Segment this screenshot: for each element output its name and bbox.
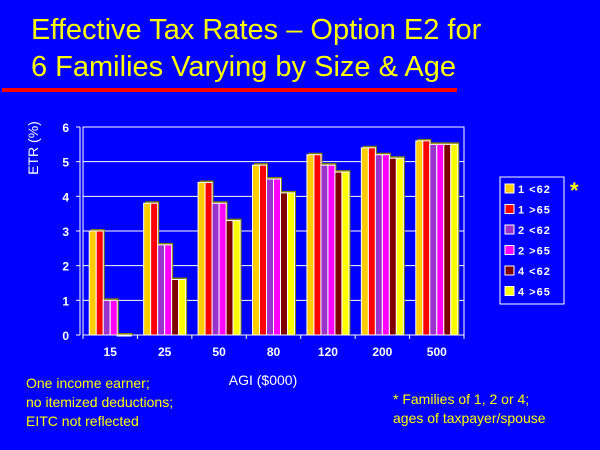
y-tick-label: 0 (62, 329, 69, 343)
chart-title: Effective Tax Rates – Option E2 for 6 Fa… (31, 12, 481, 86)
bar (381, 154, 390, 336)
bar (109, 299, 118, 336)
bar (116, 334, 125, 337)
x-tick-label: 50 (212, 345, 226, 359)
x-tick-label: 15 (104, 345, 118, 359)
bar (178, 279, 187, 336)
legend-label: 2 <62 (518, 225, 551, 237)
title-underline (2, 88, 457, 92)
bar (252, 164, 260, 336)
bar (320, 164, 329, 336)
legend-swatch (504, 183, 515, 194)
bar (341, 171, 350, 336)
bar (259, 164, 267, 336)
note-right-line: * Families of 1, 2 or 4; (393, 391, 530, 407)
bar (204, 181, 213, 336)
note-right: * Families of 1, 2 or 4; ages of taxpaye… (393, 390, 546, 428)
bar (171, 279, 180, 336)
x-tick-label: 120 (318, 345, 338, 359)
bar (450, 143, 459, 336)
x-tick-label: 500 (427, 345, 447, 359)
x-tick-label: 200 (372, 345, 392, 359)
bar (218, 202, 227, 336)
bar (395, 157, 404, 336)
bar (422, 140, 431, 336)
legend-swatch (504, 204, 515, 214)
bar (415, 140, 424, 336)
bar (443, 143, 452, 336)
bar (157, 244, 166, 336)
bar (211, 202, 220, 336)
bar-shadow (118, 333, 126, 335)
note-left-line: EITC not reflected (26, 413, 139, 429)
bar (266, 178, 274, 336)
bar (280, 192, 288, 336)
bar (360, 147, 369, 336)
y-axis-label: ETR (%) (25, 121, 41, 175)
bar (232, 220, 241, 336)
legend-swatch (504, 286, 515, 296)
note-left: One income earner; no itemized deduction… (26, 374, 173, 431)
legend-swatch (504, 245, 515, 255)
bar (123, 334, 132, 337)
bar (429, 143, 438, 336)
bar (150, 202, 159, 336)
note-left-line: One income earner; (26, 375, 150, 391)
legend-swatch (504, 265, 515, 276)
y-tick-label: 6 (62, 121, 69, 135)
bar (273, 178, 281, 336)
legend-label: 1 <62 (518, 184, 551, 196)
y-tick-label: 1 (62, 294, 69, 308)
x-tick-label: 25 (158, 345, 172, 359)
bar (334, 171, 343, 336)
bar (164, 244, 173, 336)
y-tick-label: 5 (62, 156, 69, 170)
bar (313, 154, 322, 336)
bar (88, 230, 97, 336)
legend-label: 1 >65 (518, 205, 551, 217)
bar (225, 220, 234, 336)
bar-shadow (125, 333, 133, 335)
title-line-2: 6 Families Varying by Size & Age (31, 51, 456, 83)
bar (306, 154, 315, 336)
bar (374, 154, 383, 336)
y-tick-label: 2 (62, 260, 69, 274)
bar (197, 181, 206, 336)
legend-swatch (504, 224, 515, 235)
bar (102, 299, 111, 336)
y-tick-label: 4 (62, 190, 69, 204)
bar (388, 157, 397, 336)
x-tick-label: 80 (267, 345, 281, 359)
legend-box (499, 176, 565, 305)
legend-label: 4 >65 (518, 287, 551, 299)
legend-label: 4 <62 (518, 266, 551, 278)
title-line-1: Effective Tax Rates – Option E2 for (31, 14, 482, 46)
bar (327, 164, 336, 336)
bar (367, 147, 376, 336)
bar (436, 143, 445, 336)
note-left-line: no itemized deductions; (26, 394, 174, 410)
bar (95, 230, 104, 336)
legend-label: 2 >65 (518, 246, 551, 258)
y-tick-label: 3 (62, 225, 69, 239)
bar (143, 202, 152, 336)
bar (287, 192, 295, 336)
legend-footnote-star: * (570, 178, 579, 203)
x-axis-label: AGI ($000) (229, 372, 297, 388)
note-right-line: ages of taxpayer/spouse (393, 410, 546, 426)
